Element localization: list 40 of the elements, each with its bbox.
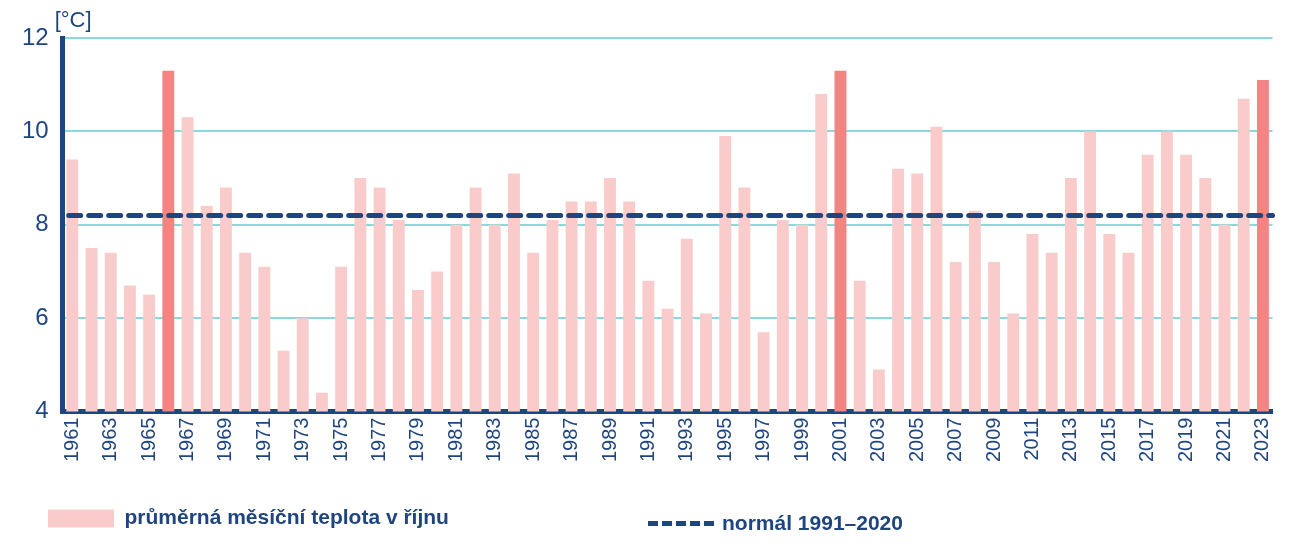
x-tick-label: 2007	[943, 417, 966, 463]
x-tick-label: 1963	[98, 417, 121, 463]
x-tick-label: 1961	[59, 417, 82, 463]
x-tick-label: 2011	[1019, 417, 1042, 461]
x-tick-label: 1981	[443, 417, 466, 463]
legend-label: normál 1991–2020	[722, 511, 903, 535]
y-tick-label: 10	[21, 116, 49, 143]
y-tick-label: 6	[35, 302, 49, 330]
y-tick-label: 8	[35, 209, 49, 237]
x-tick-label: 2017	[1135, 417, 1158, 463]
x-tick-label: 1975	[328, 417, 351, 463]
x-tick-label: 2023	[1250, 417, 1273, 463]
x-tick-label: 1997	[751, 417, 774, 463]
x-tick-label: 1967	[175, 417, 198, 463]
x-tick-label: 1983	[482, 417, 505, 463]
x-tick-label: 1965	[136, 417, 159, 463]
x-tick-label: 1987	[559, 417, 582, 463]
y-tick-label: 4	[35, 396, 49, 424]
x-tick-label: 1993	[674, 417, 697, 463]
x-tick-label: 1977	[367, 417, 390, 463]
x-tick-label: 2015	[1096, 417, 1119, 463]
x-tick-label: 2001	[827, 417, 850, 463]
x-tick-label: 1979	[405, 417, 428, 463]
x-tick-label: 1973	[290, 417, 313, 463]
x-tick-label: 1969	[213, 417, 236, 463]
x-tick-label: 2021	[1212, 417, 1235, 463]
y-tick-label: 12	[21, 22, 49, 50]
x-tick-label: 2005	[904, 417, 927, 463]
x-tick-label: 1989	[597, 417, 620, 463]
x-tick-label: 1985	[520, 417, 543, 463]
x-tick-label: 1971	[251, 417, 274, 463]
x-tick-label: 1999	[789, 417, 812, 463]
x-tick-label: 1991	[635, 417, 658, 463]
x-tick-label: 2009	[981, 417, 1004, 463]
x-tick-label: 2013	[1058, 417, 1081, 463]
y-axis-title: [°C]	[54, 7, 92, 33]
x-tick-label: 2019	[1173, 417, 1196, 463]
x-tick-label: 1995	[712, 417, 735, 463]
x-tick-label: 2003	[866, 417, 889, 463]
legend-label: průměrná měsíční teplota v říjnu	[124, 505, 449, 529]
